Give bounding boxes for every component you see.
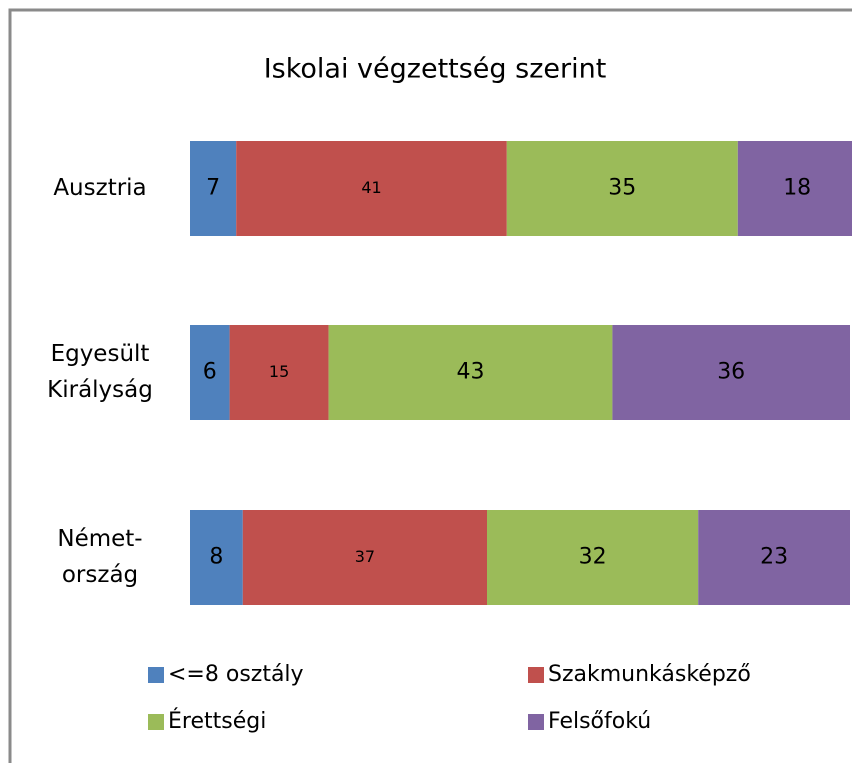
- category-label: Királyság: [47, 377, 153, 403]
- bar-segment: [229, 325, 329, 420]
- legend-label: Érettségi: [168, 708, 266, 734]
- legend-swatch: [528, 667, 544, 683]
- bar-segment: [487, 510, 699, 605]
- chart-title: Iskolai végzettség szerint: [264, 54, 607, 85]
- data-label: 35: [608, 176, 636, 201]
- data-label: 36: [717, 360, 745, 385]
- bar-segment: [242, 510, 487, 605]
- data-label: 23: [760, 545, 788, 570]
- bar-segment: [190, 510, 243, 605]
- legend-swatch: [528, 714, 544, 730]
- bar-segment: [506, 141, 738, 236]
- category-label: Ausztria: [53, 175, 146, 201]
- data-label: 8: [209, 545, 223, 570]
- legend-label: <=8 osztály: [168, 662, 304, 687]
- data-label: 41: [361, 178, 381, 197]
- legend-swatch: [148, 667, 164, 683]
- data-label: 6: [203, 360, 217, 385]
- data-label: 15: [269, 362, 289, 381]
- legend-label: Felsőfokú: [548, 709, 651, 734]
- bar-segment: [698, 510, 850, 605]
- data-label: 43: [457, 360, 485, 385]
- category-label: Egyesült: [51, 341, 150, 367]
- data-label: 32: [579, 545, 607, 570]
- bar-segment: [190, 325, 230, 420]
- category-label: Német-: [57, 526, 142, 552]
- data-label: 18: [783, 176, 811, 201]
- data-label: 7: [206, 176, 220, 201]
- category-label: ország: [62, 562, 138, 588]
- bar-segment: [190, 141, 237, 236]
- legend-swatch: [148, 714, 164, 730]
- data-label: 37: [355, 547, 375, 566]
- bar-segment: [236, 141, 507, 236]
- bar-segment: [737, 141, 852, 236]
- bar-segment: [328, 325, 613, 420]
- bar-segment: [612, 325, 850, 420]
- legend-label: Szakmunkásképző: [548, 662, 751, 687]
